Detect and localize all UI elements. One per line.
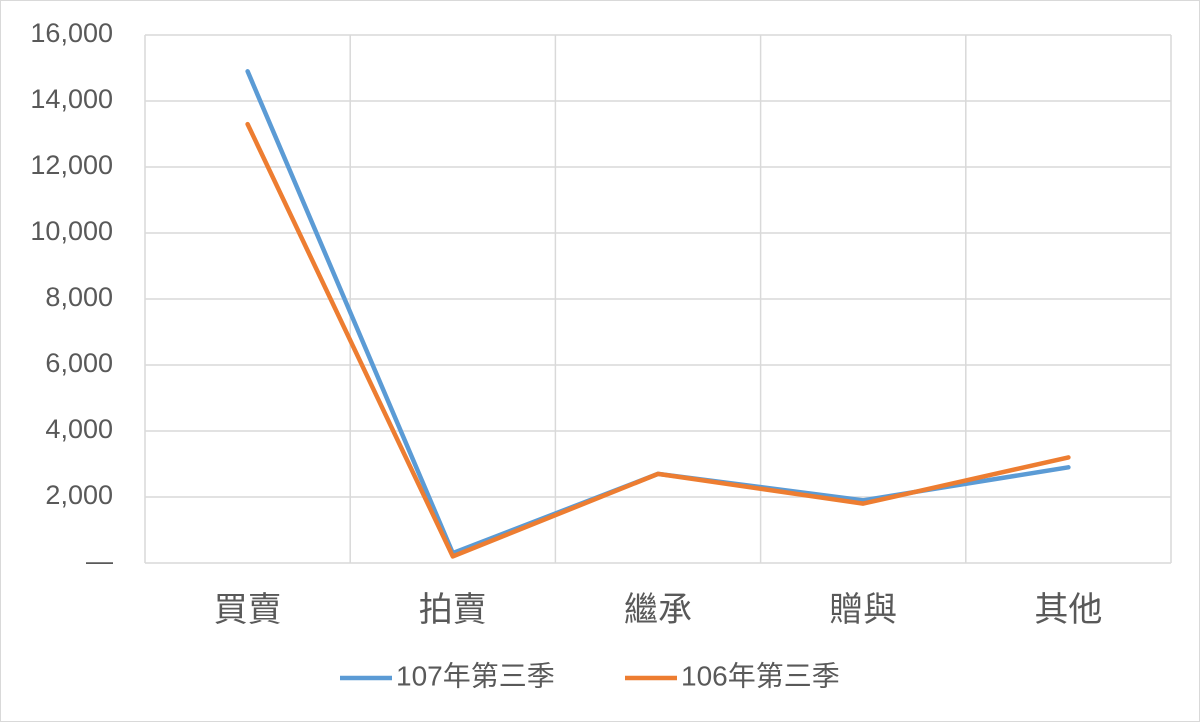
data-line — [245, 121, 1071, 559]
y-tick-label: 14,000 — [30, 84, 113, 114]
y-tick-label: — — [86, 546, 113, 576]
y-tick-label: 10,000 — [30, 216, 113, 246]
x-tick-label: 贈與 — [829, 591, 897, 629]
x-tick-label: 拍賣 — [419, 591, 487, 629]
y-tick-label: 8,000 — [45, 282, 113, 312]
x-tick-label: 其他 — [1034, 591, 1102, 629]
x-tick-label: 買賣 — [214, 591, 282, 629]
y-tick-label: 6,000 — [45, 348, 113, 378]
y-tick-label: 16,000 — [30, 18, 113, 48]
y-tick-label: 12,000 — [30, 150, 113, 180]
legend-label: 107年第三季 — [396, 660, 555, 691]
y-tick-label: 4,000 — [45, 414, 113, 444]
x-tick-label: 繼承 — [624, 591, 692, 629]
y-tick-label: 2,000 — [45, 480, 113, 510]
legend-label: 106年第三季 — [681, 660, 840, 691]
